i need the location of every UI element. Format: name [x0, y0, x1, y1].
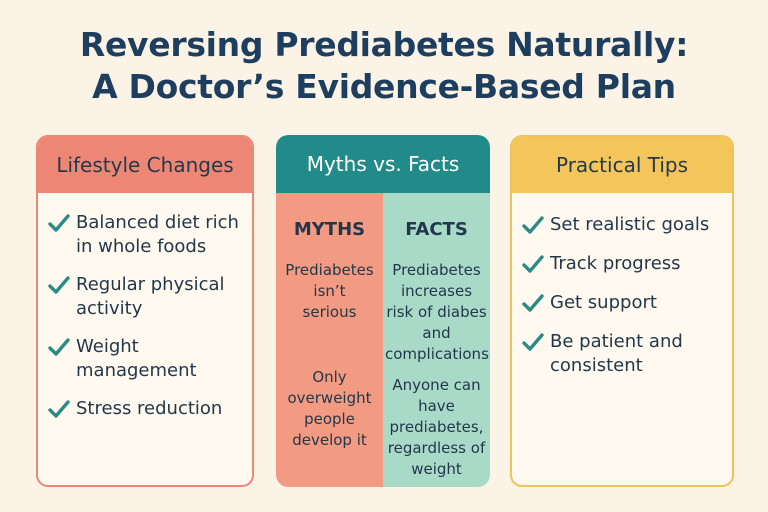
checkmark-icon: [522, 291, 550, 315]
list-item-text: Track progress: [550, 253, 681, 274]
list-item-text: Be patient and consistent: [550, 331, 683, 376]
fact-item: Prediabetes increases risk of diabes and…: [385, 261, 489, 363]
list-item: Set realistic goals: [522, 213, 724, 237]
facts-label: FACTS: [405, 219, 468, 240]
list-item: Regular physical activity: [48, 273, 244, 321]
list-item: Get support: [522, 291, 724, 315]
myth-item: Only overweight people develop it: [287, 368, 372, 449]
checkmark-icon: [48, 397, 76, 421]
list-item: Track progress: [522, 252, 724, 276]
tips-list: Set realistic goals Track progress Get s…: [512, 193, 732, 378]
list-item: Be patient and consistent: [522, 330, 724, 378]
list-item-text: Stress reduction: [76, 398, 223, 419]
checkmark-icon: [48, 335, 76, 359]
checkmark-icon: [48, 273, 76, 297]
facts-column: FACTS Prediabetes increases risk of diab…: [383, 193, 490, 487]
list-item: Weight management: [48, 335, 244, 383]
myths-label: MYTHS: [293, 219, 366, 240]
list-item-text: Balanced diet rich in whole foods: [76, 212, 239, 257]
list-item: Stress reduction: [48, 397, 244, 421]
page-title: Reversing Prediabetes Naturally: A Docto…: [0, 24, 768, 108]
checkmark-icon: [522, 330, 550, 354]
checkmark-icon: [522, 213, 550, 237]
list-item-text: Weight management: [76, 336, 197, 381]
tips-card: Practical Tips Set realistic goals Track…: [510, 135, 734, 487]
myths-facts-card: Myths vs. Facts MYTHS Prediabetes isn’t …: [276, 135, 490, 487]
title-line-1: Reversing Prediabetes Naturally:: [79, 25, 689, 64]
myths-column: MYTHS Prediabetes isn’t serious Only ove…: [276, 193, 383, 487]
checkmark-icon: [48, 211, 76, 235]
myth-item: Prediabetes isn’t serious: [285, 261, 374, 321]
list-item-text: Regular physical activity: [76, 274, 225, 319]
title-line-2: A Doctor’s Evidence-Based Plan: [92, 67, 676, 106]
fact-item: Anyone can have prediabetes, regardless …: [387, 376, 486, 478]
lifestyle-list: Balanced diet rich in whole foods Regular…: [38, 193, 252, 421]
lifestyle-heading: Lifestyle Changes: [38, 137, 252, 193]
checkmark-icon: [522, 252, 550, 276]
myths-facts-heading: Myths vs. Facts: [276, 135, 490, 193]
list-item-text: Get support: [550, 292, 657, 313]
list-item-text: Set realistic goals: [550, 214, 710, 235]
tips-heading: Practical Tips: [512, 137, 732, 193]
list-item: Balanced diet rich in whole foods: [48, 211, 244, 259]
lifestyle-card: Lifestyle Changes Balanced diet rich in w…: [36, 135, 254, 487]
